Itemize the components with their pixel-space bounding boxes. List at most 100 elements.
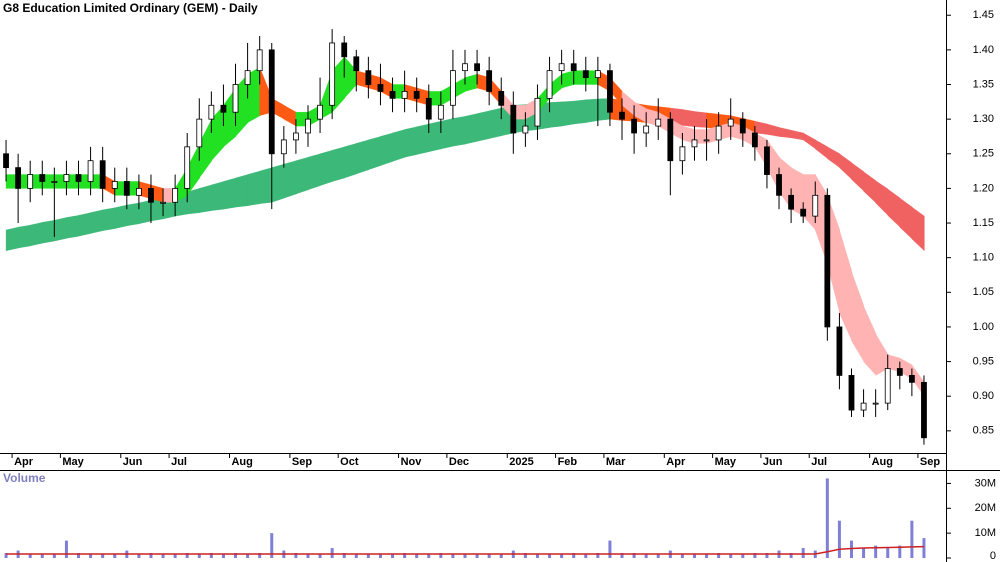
volume-bar: [874, 545, 878, 558]
volume-bar: [789, 553, 793, 558]
candle-body: [619, 111, 625, 120]
long-ribbon: [380, 132, 394, 166]
volume-bar: [366, 554, 370, 558]
candle-body: [643, 125, 650, 134]
x-tick-label: Jun: [123, 456, 143, 468]
long-ribbon: [114, 204, 128, 229]
long-ribbon: [29, 222, 43, 247]
y-tick-label: 1.00: [973, 321, 994, 333]
candle-body: [317, 104, 323, 120]
long-ribbon: [911, 206, 925, 252]
volume-bar: [101, 554, 105, 558]
long-ribbon: [585, 98, 599, 123]
long-ribbon: [5, 226, 19, 251]
candle-body: [607, 70, 613, 113]
volume-bar: [52, 554, 56, 558]
volume-bar: [403, 553, 407, 558]
candles: [3, 29, 927, 445]
volume-bar: [922, 538, 926, 558]
x-tick-label: Sep: [920, 456, 940, 468]
volume-bar: [294, 553, 298, 558]
candle-body: [172, 188, 179, 203]
volume-bar: [608, 540, 612, 558]
volume-bar: [378, 554, 382, 558]
candle-body: [836, 326, 843, 376]
volume-bar: [741, 554, 745, 558]
volume-bar: [209, 553, 213, 558]
volume-bar: [548, 554, 552, 558]
long-ribbon: [549, 101, 563, 128]
long-ribbon: [464, 113, 478, 145]
volume-bar: [825, 478, 829, 558]
candle-body: [268, 49, 275, 155]
volume-bar: [149, 553, 153, 558]
candle-body: [474, 63, 480, 72]
volume-bar: [4, 553, 8, 558]
candle-body: [848, 375, 855, 411]
x-tick-label: Feb: [558, 456, 578, 468]
volume-bar: [306, 554, 310, 558]
volume-bar: [680, 554, 684, 558]
volume-bar: [862, 548, 866, 558]
y-tick-label: 1.40: [973, 44, 994, 56]
long-ribbon: [90, 209, 104, 234]
volume-bar: [632, 553, 636, 558]
volume-y-tick-label: 30M: [975, 477, 996, 489]
candle-body: [63, 174, 70, 182]
candle-body: [341, 42, 348, 58]
long-ribbon: [54, 217, 68, 242]
candle-body: [776, 174, 782, 196]
candle-body: [305, 118, 311, 134]
candle-body: [425, 97, 432, 120]
volume-bar: [560, 554, 564, 558]
volume-average: [6, 545, 924, 555]
candle-body: [99, 160, 106, 189]
candle-body: [703, 139, 710, 142]
volume-bar: [705, 554, 709, 558]
candle-body: [498, 91, 505, 106]
volume-bar: [40, 554, 44, 558]
long-ribbon: [319, 150, 333, 186]
volume-bar: [439, 553, 443, 558]
volume-bar: [898, 545, 902, 558]
volume-bar: [451, 554, 455, 558]
long-ribbon: [247, 170, 261, 206]
volume-bar: [487, 554, 491, 558]
long-ribbon: [404, 126, 418, 158]
x-tick-label: Apr: [666, 456, 686, 468]
volume-bar: [644, 554, 648, 558]
volume-bar: [427, 554, 431, 558]
long-ribbon: [235, 174, 249, 208]
long-ribbon: [211, 181, 225, 211]
candle-body: [751, 132, 758, 148]
long-ribbon: [682, 109, 696, 127]
long-ribbon: [452, 116, 466, 147]
candle-body: [51, 181, 58, 183]
candle-body: [111, 181, 118, 189]
volume-bar: [596, 553, 600, 558]
candle-body: [401, 91, 408, 99]
candle-body: [534, 97, 541, 127]
long-ribbon: [428, 120, 442, 152]
candle-body: [148, 188, 154, 203]
candle-body: [75, 174, 82, 182]
candle-body: [486, 70, 493, 92]
candle-body: [908, 375, 915, 383]
volume-bar: [692, 554, 696, 558]
volume-y-tick-label: 20M: [975, 502, 996, 514]
x-tick-label: Jun: [763, 456, 783, 468]
candle-body: [87, 160, 94, 182]
volume-bar: [270, 533, 274, 558]
candle-body: [244, 70, 251, 85]
candle-body: [413, 91, 420, 99]
volume-bar: [753, 553, 757, 558]
candle-body: [546, 70, 553, 99]
long-ribbon: [271, 163, 285, 203]
candle-body: [582, 70, 589, 78]
candle-body: [558, 63, 565, 72]
x-tick-label: Aug: [231, 456, 252, 468]
volume-y-tick-label: 0: [990, 550, 996, 562]
candle-body: [884, 368, 891, 404]
long-ribbon: [573, 99, 587, 125]
x-tick-label: Nov: [401, 456, 423, 468]
